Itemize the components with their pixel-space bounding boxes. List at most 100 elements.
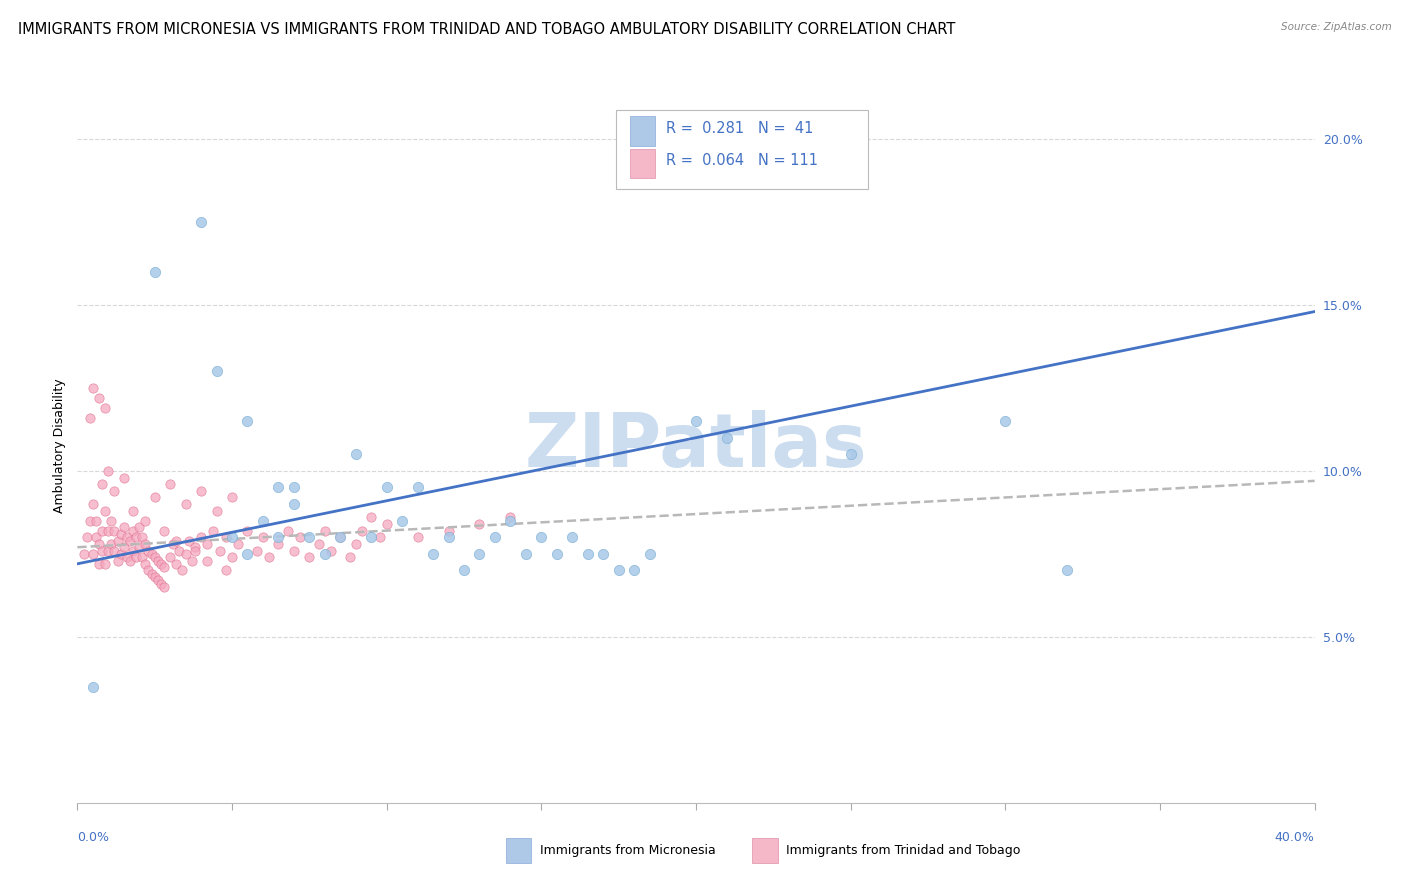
Point <box>100 514 122 528</box>
Y-axis label: Ambulatory Disability: Ambulatory Disability <box>53 379 66 513</box>
Text: ZIPatlas: ZIPatlas <box>524 409 868 483</box>
Point <box>638 547 661 561</box>
Point <box>685 414 707 428</box>
Point <box>79 410 101 425</box>
Point <box>110 527 132 541</box>
Point <box>143 265 166 279</box>
Point <box>115 550 138 565</box>
Point <box>138 543 160 558</box>
Point <box>375 481 398 495</box>
Text: R =  0.281   N =  41: R = 0.281 N = 41 <box>666 121 814 136</box>
Point <box>422 547 444 561</box>
Point <box>112 520 135 534</box>
Text: Immigrants from Micronesia: Immigrants from Micronesia <box>540 844 716 856</box>
Point <box>283 543 305 558</box>
Point <box>994 414 1017 428</box>
Point <box>437 524 460 538</box>
Point <box>184 540 207 554</box>
Point <box>169 543 191 558</box>
Point <box>91 524 114 538</box>
Point <box>184 543 207 558</box>
Text: IMMIGRANTS FROM MICRONESIA VS IMMIGRANTS FROM TRINIDAD AND TOBAGO AMBULATORY DIS: IMMIGRANTS FROM MICRONESIA VS IMMIGRANTS… <box>18 22 956 37</box>
Point <box>76 530 98 544</box>
Point <box>205 504 228 518</box>
Point <box>484 530 506 544</box>
Point <box>174 547 197 561</box>
Point <box>350 524 373 538</box>
Point <box>592 547 614 561</box>
Point <box>329 530 352 544</box>
Point <box>561 530 583 544</box>
Point <box>437 530 460 544</box>
Point <box>215 530 238 544</box>
Point <box>143 491 166 505</box>
Point <box>91 543 114 558</box>
Point <box>141 566 163 581</box>
Point <box>172 564 194 578</box>
Point <box>118 553 141 567</box>
Point <box>375 516 398 531</box>
Point <box>112 470 135 484</box>
Point <box>165 557 187 571</box>
Point <box>138 564 160 578</box>
Point <box>134 537 156 551</box>
Point <box>141 547 163 561</box>
Point <box>190 483 212 498</box>
Point <box>360 510 382 524</box>
Point <box>180 553 202 567</box>
Point <box>195 553 218 567</box>
Point <box>190 530 212 544</box>
Text: Immigrants from Trinidad and Tobago: Immigrants from Trinidad and Tobago <box>786 844 1021 856</box>
Point <box>202 524 225 538</box>
Point <box>221 550 243 565</box>
Point <box>277 524 299 538</box>
Point <box>82 497 104 511</box>
Point <box>125 530 148 544</box>
Point <box>236 414 259 428</box>
Point <box>134 557 156 571</box>
Point <box>246 543 269 558</box>
Point <box>122 504 145 518</box>
Point <box>84 514 107 528</box>
Point <box>159 550 181 565</box>
Point <box>288 530 311 544</box>
Point <box>468 516 491 531</box>
Point <box>267 537 290 551</box>
Point <box>298 550 321 565</box>
Point <box>143 570 166 584</box>
Point <box>839 447 862 461</box>
Point <box>162 537 184 551</box>
Point <box>177 533 200 548</box>
Point <box>236 524 259 538</box>
Point <box>82 381 104 395</box>
Point <box>298 530 321 544</box>
Point <box>103 543 125 558</box>
Point <box>134 514 156 528</box>
Point <box>576 547 599 561</box>
Point <box>499 510 522 524</box>
Point <box>72 547 94 561</box>
Point <box>344 537 367 551</box>
Point <box>146 574 169 588</box>
Point <box>406 481 429 495</box>
Point <box>149 557 172 571</box>
Point <box>82 680 104 694</box>
Point <box>205 364 228 378</box>
Point <box>87 557 110 571</box>
Point <box>82 547 104 561</box>
Point <box>319 543 342 558</box>
Point <box>131 550 153 565</box>
Point <box>716 431 738 445</box>
Point <box>91 477 114 491</box>
Point <box>215 564 238 578</box>
Point <box>257 550 280 565</box>
Point <box>221 530 243 544</box>
Point <box>314 524 336 538</box>
Point <box>308 537 330 551</box>
Point <box>118 533 141 548</box>
Point <box>499 514 522 528</box>
Point <box>94 401 117 415</box>
Point <box>97 543 120 558</box>
Point <box>112 540 135 554</box>
Point <box>87 537 110 551</box>
